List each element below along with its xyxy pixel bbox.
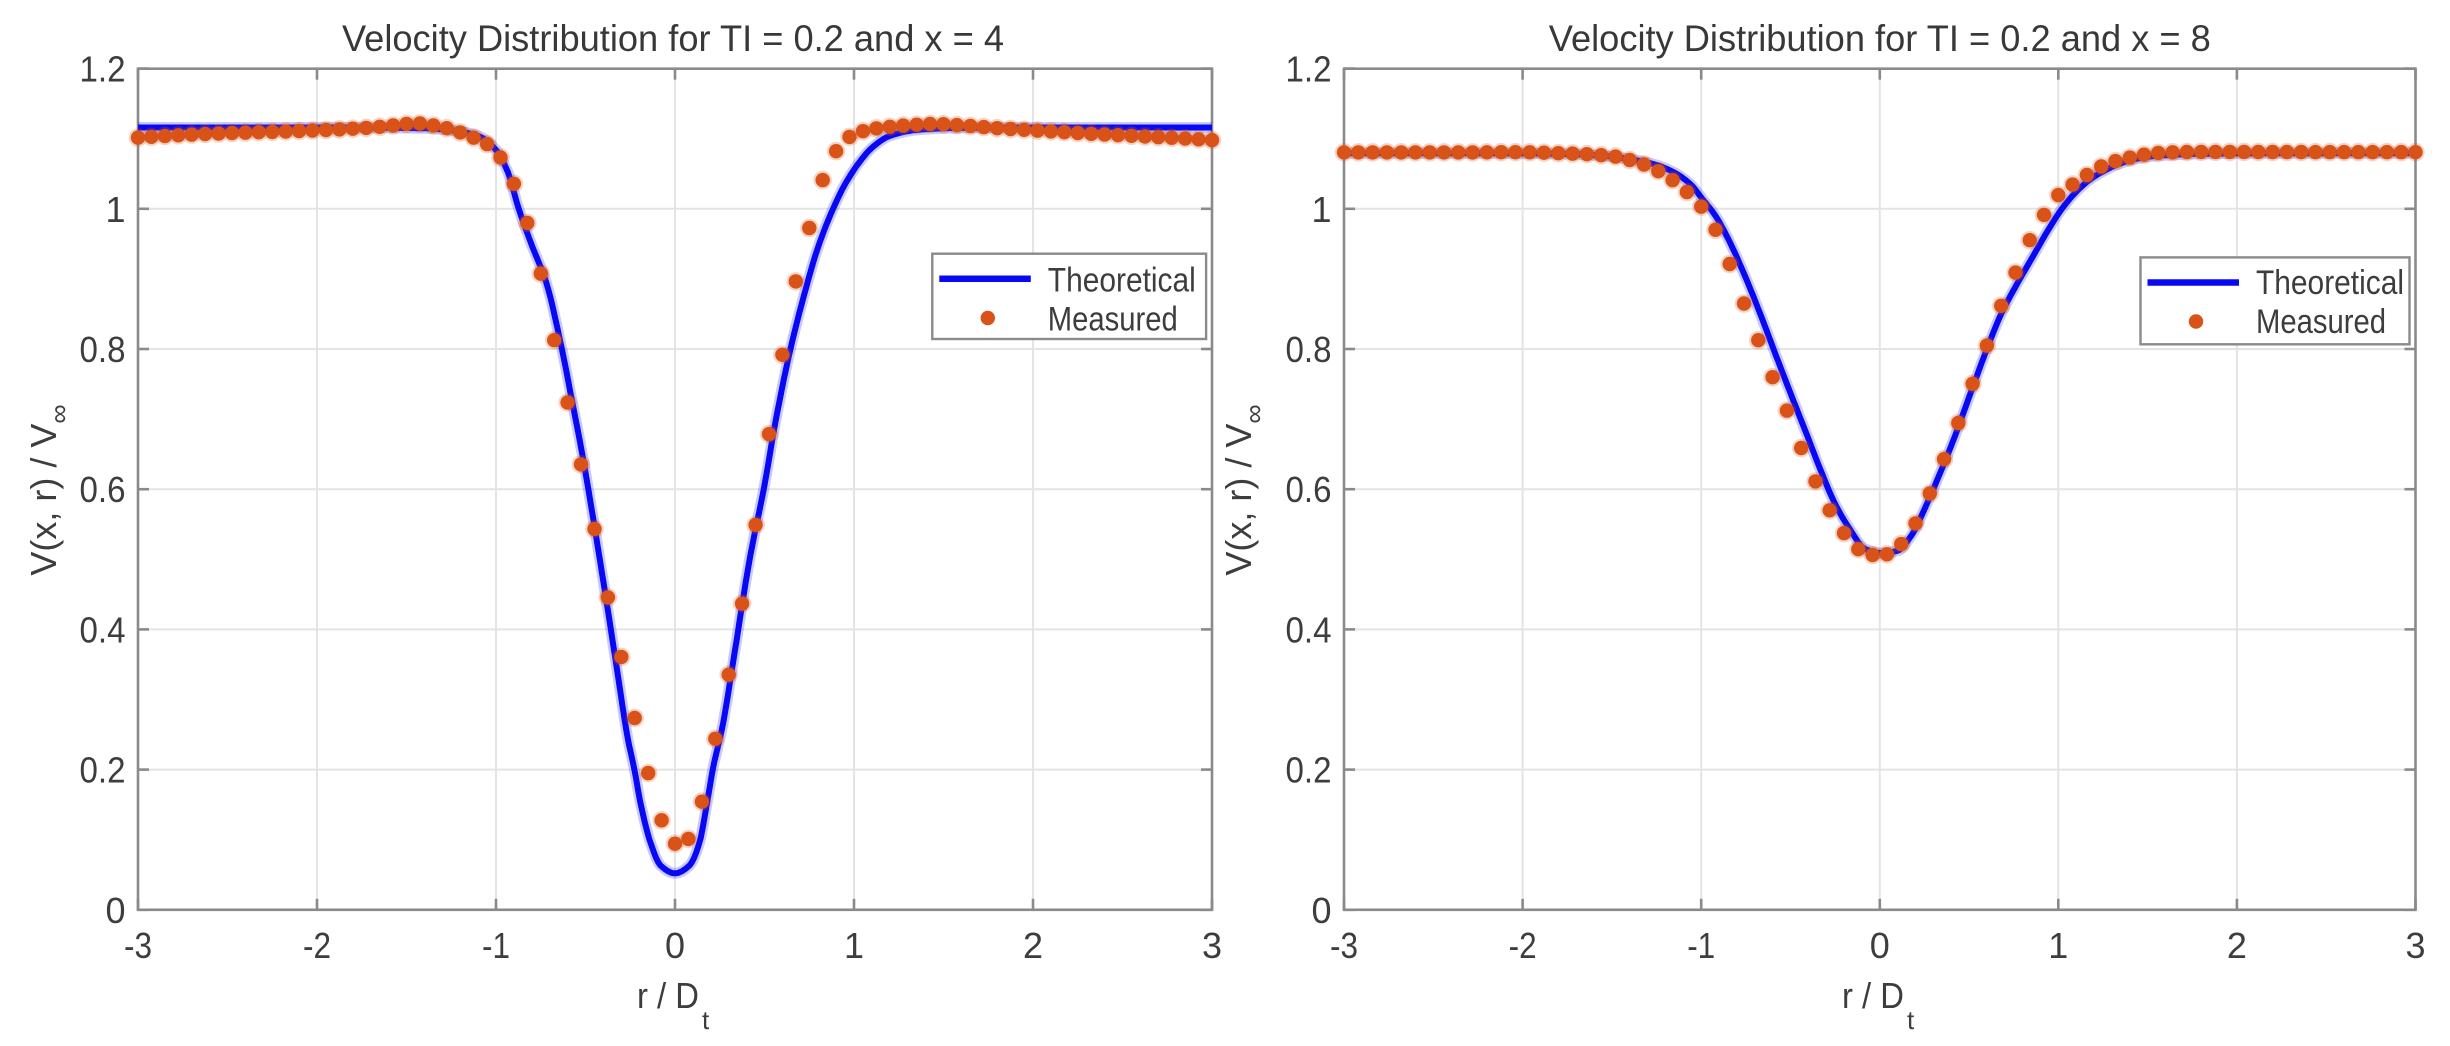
svg-text:Theoretical: Theoretical [1048,262,1196,300]
svg-text:0.2: 0.2 [80,750,126,791]
svg-text:2: 2 [2227,925,2247,966]
svg-text:3: 3 [2405,925,2425,966]
svg-text:Measured: Measured [1048,301,1178,339]
svg-text:0.6: 0.6 [80,469,126,510]
svg-text:0.8: 0.8 [1286,329,1332,370]
svg-text:1: 1 [2048,925,2068,966]
svg-text:0: 0 [1311,890,1331,931]
svg-text:-2: -2 [303,925,331,966]
svg-text:2: 2 [1023,925,1043,966]
svg-text:0.4: 0.4 [80,609,126,650]
svg-text:0: 0 [1870,925,1890,966]
svg-text:Velocity Distribution for TI =: Velocity Distribution for TI = 0.2 and x… [342,18,1004,59]
svg-text:r / D: r / D [1842,975,1904,1016]
svg-text:1: 1 [844,925,864,966]
svg-text:1: 1 [105,189,125,230]
svg-text:Theoretical: Theoretical [2256,264,2404,302]
svg-text:t: t [1907,1005,1915,1035]
svg-text:-1: -1 [1687,925,1715,966]
svg-text:0: 0 [105,890,125,931]
svg-text:-3: -3 [1330,925,1358,966]
svg-text:-3: -3 [124,925,152,966]
svg-text:t: t [702,1005,710,1035]
svg-text:1.2: 1.2 [80,49,126,90]
svg-text:0.4: 0.4 [1286,609,1332,650]
svg-text:0: 0 [665,925,685,966]
svg-text:0.6: 0.6 [1286,469,1332,510]
svg-text:0.2: 0.2 [1286,750,1332,791]
svg-text:-2: -2 [1509,925,1537,966]
svg-text:1.2: 1.2 [1286,49,1332,90]
svg-text:3: 3 [1202,925,1222,966]
svg-text:Measured: Measured [2256,303,2386,341]
svg-text:r / D: r / D [637,975,699,1016]
svg-text:0.8: 0.8 [80,329,126,370]
svg-text:-1: -1 [482,925,510,966]
svg-text:1: 1 [1311,189,1331,230]
svg-text:Velocity Distribution for TI =: Velocity Distribution for TI = 0.2 and x… [1549,18,2211,59]
